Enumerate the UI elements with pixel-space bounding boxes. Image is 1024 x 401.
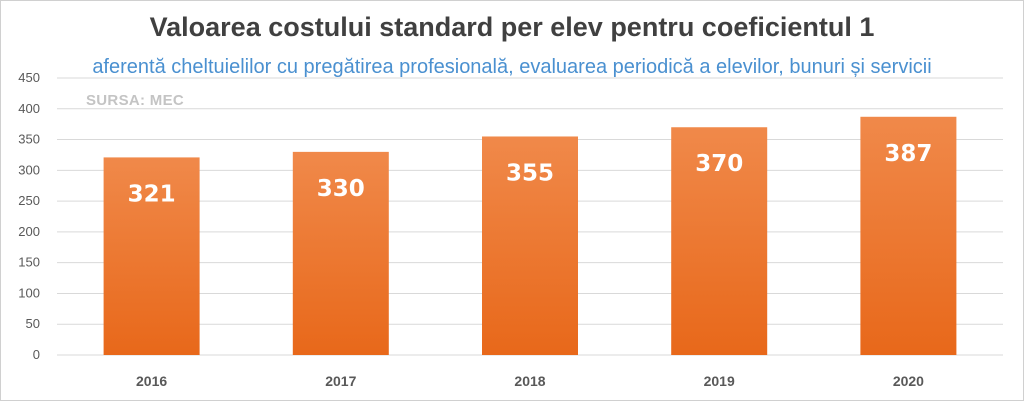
source-note: SURSA: MEC	[86, 92, 185, 109]
y-tick-label: 200	[18, 224, 40, 239]
data-label-2018: 355	[506, 160, 554, 186]
bar-2020	[860, 116, 957, 355]
bars	[103, 116, 957, 355]
y-tick-label: 450	[18, 70, 40, 85]
chart-subtitle: aferentă cheltuielilor cu pregătirea pro…	[92, 56, 932, 78]
bar-2016	[103, 157, 200, 355]
data-label-2020: 387	[884, 141, 932, 167]
x-axis: 2016 2017 2018 2019 2020	[136, 373, 924, 389]
y-tick-label: 400	[18, 101, 40, 116]
y-tick-label: 0	[33, 347, 40, 362]
x-tick-label-2016: 2016	[136, 373, 167, 389]
y-tick-label: 150	[18, 255, 40, 270]
bar-2018	[482, 136, 578, 355]
bar-2019	[671, 127, 768, 355]
y-tick-label: 250	[18, 193, 40, 208]
data-labels: 321 330 355 370 387	[128, 141, 933, 208]
chart-title: Valoarea costului standard per elev pent…	[149, 12, 875, 42]
y-tick-label: 300	[18, 162, 40, 177]
x-tick-label-2017: 2017	[325, 373, 356, 389]
bar-2017	[292, 151, 389, 355]
data-label-2017: 330	[317, 176, 365, 202]
x-tick-label-2018: 2018	[514, 373, 545, 389]
y-tick-label: 100	[18, 285, 40, 300]
y-tick-label: 50	[26, 316, 40, 331]
data-label-2019: 370	[695, 151, 743, 177]
x-tick-label-2020: 2020	[893, 373, 924, 389]
y-axis: 0 50 100 150 200 250 300 350 400 450	[18, 70, 40, 362]
data-label-2016: 321	[128, 181, 176, 207]
y-tick-label: 350	[18, 132, 40, 147]
x-tick-label-2019: 2019	[704, 373, 735, 389]
